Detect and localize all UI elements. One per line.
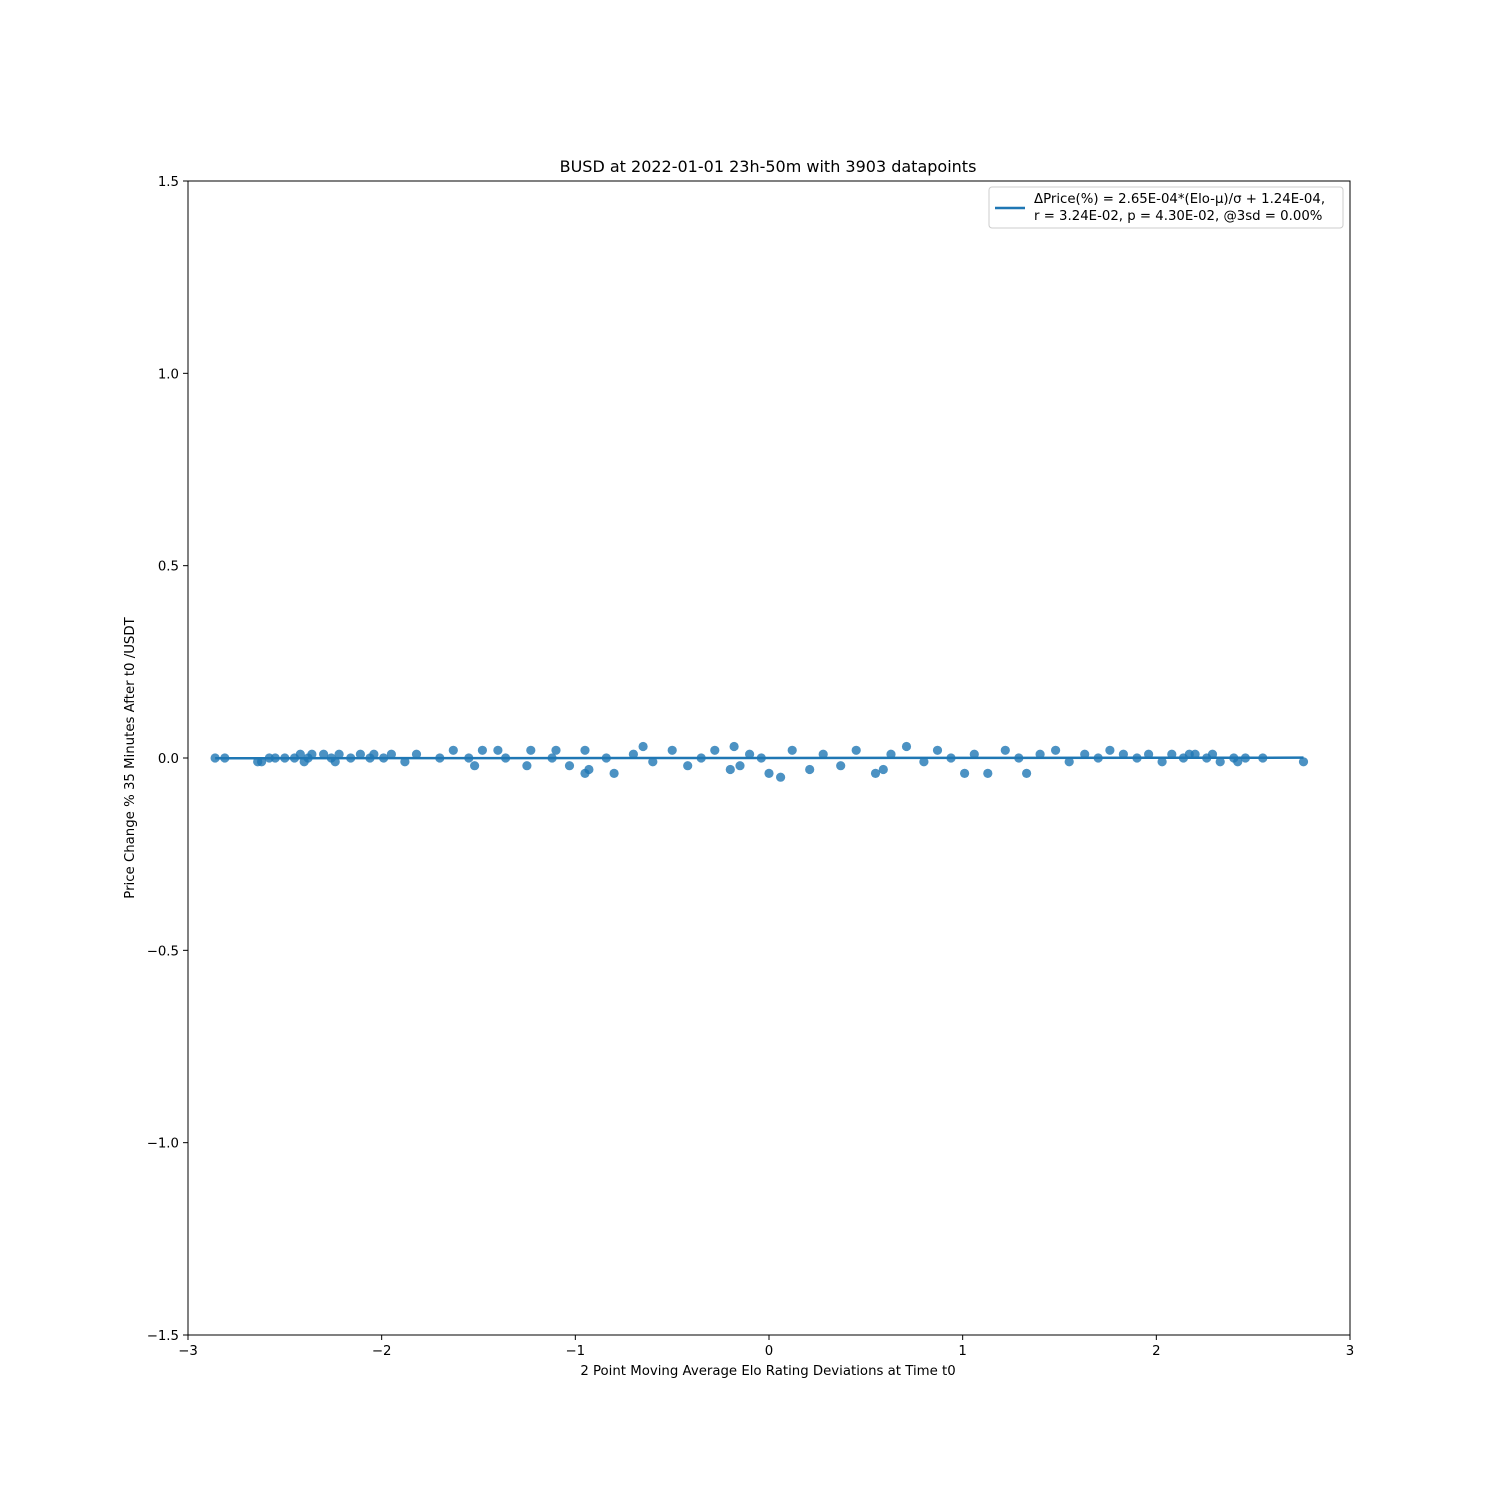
x-tick-label: −3 <box>178 1344 198 1359</box>
data-point <box>1298 757 1309 767</box>
x-tick-label: −1 <box>566 1344 586 1359</box>
data-point <box>764 768 774 779</box>
data-point <box>1157 757 1167 767</box>
data-point <box>448 745 458 755</box>
data-point <box>683 761 693 771</box>
data-point <box>960 768 970 779</box>
data-point <box>870 768 881 779</box>
data-point <box>836 761 846 771</box>
data-point <box>1233 757 1243 767</box>
data-point <box>551 745 561 755</box>
data-point <box>526 745 536 755</box>
data-point <box>776 772 786 782</box>
data-point <box>319 749 329 759</box>
data-point <box>901 741 912 752</box>
x-tick-label: 0 <box>765 1344 773 1359</box>
data-point <box>400 757 410 767</box>
data-point <box>628 749 639 759</box>
data-point <box>983 768 993 779</box>
y-axis-label: Price Change % 35 Minutes After t0 /USDT <box>123 616 138 898</box>
data-point <box>477 745 487 755</box>
regression-line <box>215 756 1304 760</box>
data-point <box>886 749 896 759</box>
y-axis-ticks: −1.5 −1.0 −0.5 0.0 0.5 1.0 1.5 <box>147 175 188 1344</box>
data-point <box>1022 768 1032 779</box>
data-point <box>330 757 340 767</box>
data-point <box>584 764 594 775</box>
data-point <box>1000 745 1010 755</box>
x-tick-label: 1 <box>958 1344 966 1359</box>
data-point <box>1118 749 1128 759</box>
y-tick-label: −1.5 <box>147 1329 179 1344</box>
data-point <box>805 764 815 775</box>
data-point <box>969 749 979 759</box>
data-point <box>369 749 379 759</box>
y-tick-label: 1.5 <box>158 175 179 190</box>
x-tick-label: 2 <box>1152 1344 1160 1359</box>
data-point <box>725 764 735 775</box>
data-point <box>638 741 648 752</box>
data-point <box>1105 745 1115 755</box>
data-point <box>745 749 755 759</box>
chart-title: BUSD at 2022-01-01 23h-50m with 3903 dat… <box>560 157 977 176</box>
data-point <box>355 749 365 759</box>
y-tick-label: −1.0 <box>147 1137 179 1152</box>
data-point <box>295 749 305 759</box>
x-axis-ticks: −3 −2 −1 0 1 2 3 <box>178 1335 1354 1359</box>
data-point <box>878 764 888 775</box>
legend-label-line-2: r = 3.24E-02, p = 4.30E-02, @3sd = 0.00% <box>1034 209 1322 224</box>
x-tick-label: −2 <box>372 1344 392 1359</box>
legend-box <box>988 186 1344 229</box>
data-point <box>1035 749 1045 759</box>
data-point <box>735 761 745 771</box>
x-axis-label: 2 Point Moving Average Elo Rating Deviat… <box>580 1364 955 1379</box>
data-point <box>818 749 828 759</box>
data-point <box>1064 757 1074 767</box>
data-point <box>1215 757 1225 767</box>
x-tick-label: 3 <box>1346 1344 1354 1359</box>
data-point <box>932 745 943 755</box>
data-point <box>411 749 422 759</box>
legend-label-line-1: ΔPrice(%) = 2.65E-04*(Elo-μ)/σ + 1.24E-0… <box>1034 192 1325 207</box>
data-point <box>851 745 861 755</box>
data-point <box>470 761 480 771</box>
data-point <box>710 745 720 755</box>
y-tick-label: −0.5 <box>147 944 179 959</box>
y-tick-label: 1.0 <box>158 367 179 382</box>
y-tick-label: 0.5 <box>158 560 179 575</box>
data-point <box>522 761 532 771</box>
data-point <box>580 745 590 755</box>
data-point <box>729 741 739 752</box>
data-point <box>1144 749 1154 759</box>
y-tick-label: 0.0 <box>158 752 179 767</box>
data-point <box>1051 745 1061 755</box>
fit-line-group <box>215 756 1304 760</box>
data-point <box>648 757 658 767</box>
data-point <box>210 753 220 763</box>
data-point <box>787 745 797 755</box>
data-point <box>1080 749 1090 759</box>
data-point <box>919 757 929 767</box>
legend: ΔPrice(%) = 2.65E-04*(Elo-μ)/σ + 1.24E-0… <box>988 186 1344 229</box>
data-point <box>386 749 396 759</box>
data-point <box>564 761 575 771</box>
data-point <box>493 745 503 755</box>
data-point <box>609 768 619 779</box>
data-point <box>307 749 317 759</box>
data-point <box>334 749 344 759</box>
data-point <box>667 745 677 755</box>
data-points <box>210 741 1309 782</box>
data-point <box>257 757 267 767</box>
